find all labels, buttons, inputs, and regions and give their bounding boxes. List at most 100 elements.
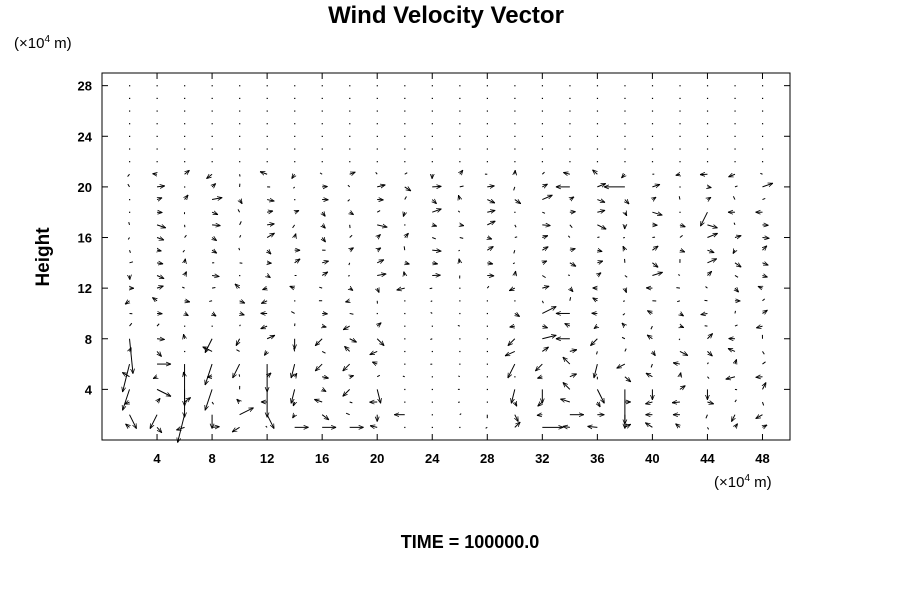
wind-vector bbox=[705, 414, 708, 419]
wind-vector bbox=[176, 427, 185, 430]
wind-vector bbox=[432, 237, 437, 240]
wind-vector bbox=[233, 363, 241, 378]
vector-dot bbox=[624, 161, 626, 163]
wind-vector bbox=[731, 414, 735, 422]
wind-vector bbox=[372, 361, 377, 364]
vector-dot bbox=[211, 325, 213, 327]
wind-vector bbox=[459, 259, 460, 263]
vector-dot bbox=[129, 199, 131, 201]
vector-dot bbox=[129, 161, 131, 163]
vector-dot bbox=[459, 135, 461, 137]
wind-vector bbox=[211, 212, 218, 216]
wind-vector bbox=[322, 225, 325, 228]
wind-vector bbox=[237, 399, 240, 402]
vector-dot bbox=[294, 199, 296, 201]
wind-vector bbox=[184, 397, 191, 403]
vector-dot bbox=[486, 388, 488, 391]
wind-vector bbox=[542, 286, 549, 288]
vector-dot bbox=[459, 148, 461, 150]
x-tick-label: 12 bbox=[260, 451, 274, 466]
vector-dot bbox=[431, 426, 433, 429]
wind-vector bbox=[624, 376, 631, 382]
vector-dot bbox=[679, 135, 681, 137]
wind-vector bbox=[319, 172, 323, 175]
wind-vector bbox=[679, 235, 683, 238]
y-tick-label: 8 bbox=[85, 332, 92, 347]
wind-vector bbox=[762, 401, 765, 406]
vector-dot bbox=[651, 161, 654, 163]
wind-vector bbox=[345, 412, 350, 416]
wind-vector bbox=[343, 326, 350, 330]
wind-vector bbox=[565, 323, 571, 326]
wind-vector bbox=[646, 373, 653, 377]
wind-vector bbox=[404, 196, 407, 200]
wind-vector bbox=[429, 287, 433, 290]
wind-vector bbox=[402, 375, 405, 378]
wind-vector bbox=[432, 225, 437, 226]
wind-vector bbox=[508, 363, 516, 378]
x-tick-label: 28 bbox=[480, 451, 494, 466]
wind-vector bbox=[267, 211, 273, 212]
vector-dot bbox=[349, 123, 351, 125]
wind-vector bbox=[515, 414, 519, 422]
wind-vector bbox=[485, 426, 488, 429]
wind-vector bbox=[458, 375, 460, 378]
vector-dot bbox=[514, 135, 516, 137]
wind-vector bbox=[291, 389, 296, 403]
vector-dot bbox=[679, 211, 681, 213]
vector-dot bbox=[239, 123, 241, 125]
wind-vector bbox=[291, 311, 295, 314]
wind-vector bbox=[510, 326, 515, 327]
wind-vector bbox=[707, 225, 717, 228]
wind-vector bbox=[707, 402, 713, 404]
vector-dot bbox=[211, 161, 213, 163]
vector-dot bbox=[321, 148, 323, 150]
wind-vector bbox=[762, 246, 766, 250]
vector-dot bbox=[541, 85, 544, 87]
vector-dot bbox=[486, 350, 488, 353]
wind-vector bbox=[511, 389, 516, 403]
wind-vector bbox=[293, 415, 295, 418]
wind-vector bbox=[236, 338, 240, 346]
wind-vector bbox=[375, 172, 378, 175]
vector-dot bbox=[294, 110, 296, 112]
wind-vector bbox=[261, 326, 268, 330]
wind-vector bbox=[487, 263, 493, 264]
wind-vector bbox=[403, 212, 404, 216]
x-tick-label: 8 bbox=[208, 451, 215, 466]
vector-dot bbox=[486, 97, 488, 100]
vector-dot bbox=[651, 110, 654, 112]
x-tick-label: 24 bbox=[425, 451, 440, 466]
wind-vector bbox=[125, 301, 129, 304]
wind-vector bbox=[597, 210, 605, 212]
wind-vector bbox=[597, 402, 600, 407]
wind-vector bbox=[430, 300, 433, 302]
vector-dot bbox=[459, 161, 461, 163]
wind-vector bbox=[734, 236, 741, 238]
vector-dot bbox=[459, 350, 461, 353]
vector-dot bbox=[156, 123, 158, 125]
wind-vector bbox=[205, 338, 213, 353]
wind-vector bbox=[293, 402, 294, 406]
wind-vector bbox=[652, 212, 662, 215]
wind-vector bbox=[542, 347, 548, 352]
wind-vector bbox=[376, 374, 381, 378]
vector-dot bbox=[404, 148, 406, 150]
wind-vector bbox=[267, 224, 274, 225]
x-tick-label: 48 bbox=[755, 451, 769, 466]
wind-vector bbox=[344, 346, 351, 352]
wind-vector bbox=[487, 210, 495, 212]
wind-vector bbox=[377, 185, 385, 187]
vector-dot bbox=[294, 97, 296, 100]
wind-vector bbox=[707, 427, 710, 430]
vector-dot bbox=[734, 135, 736, 137]
wind-vector bbox=[487, 238, 492, 240]
vector-dot bbox=[431, 148, 433, 150]
wind-vector bbox=[707, 258, 716, 264]
wind-vector bbox=[650, 325, 653, 330]
vector-dot bbox=[514, 97, 516, 100]
wind-vector bbox=[505, 350, 516, 357]
vector-dot bbox=[431, 350, 433, 353]
wind-vector bbox=[152, 297, 157, 300]
